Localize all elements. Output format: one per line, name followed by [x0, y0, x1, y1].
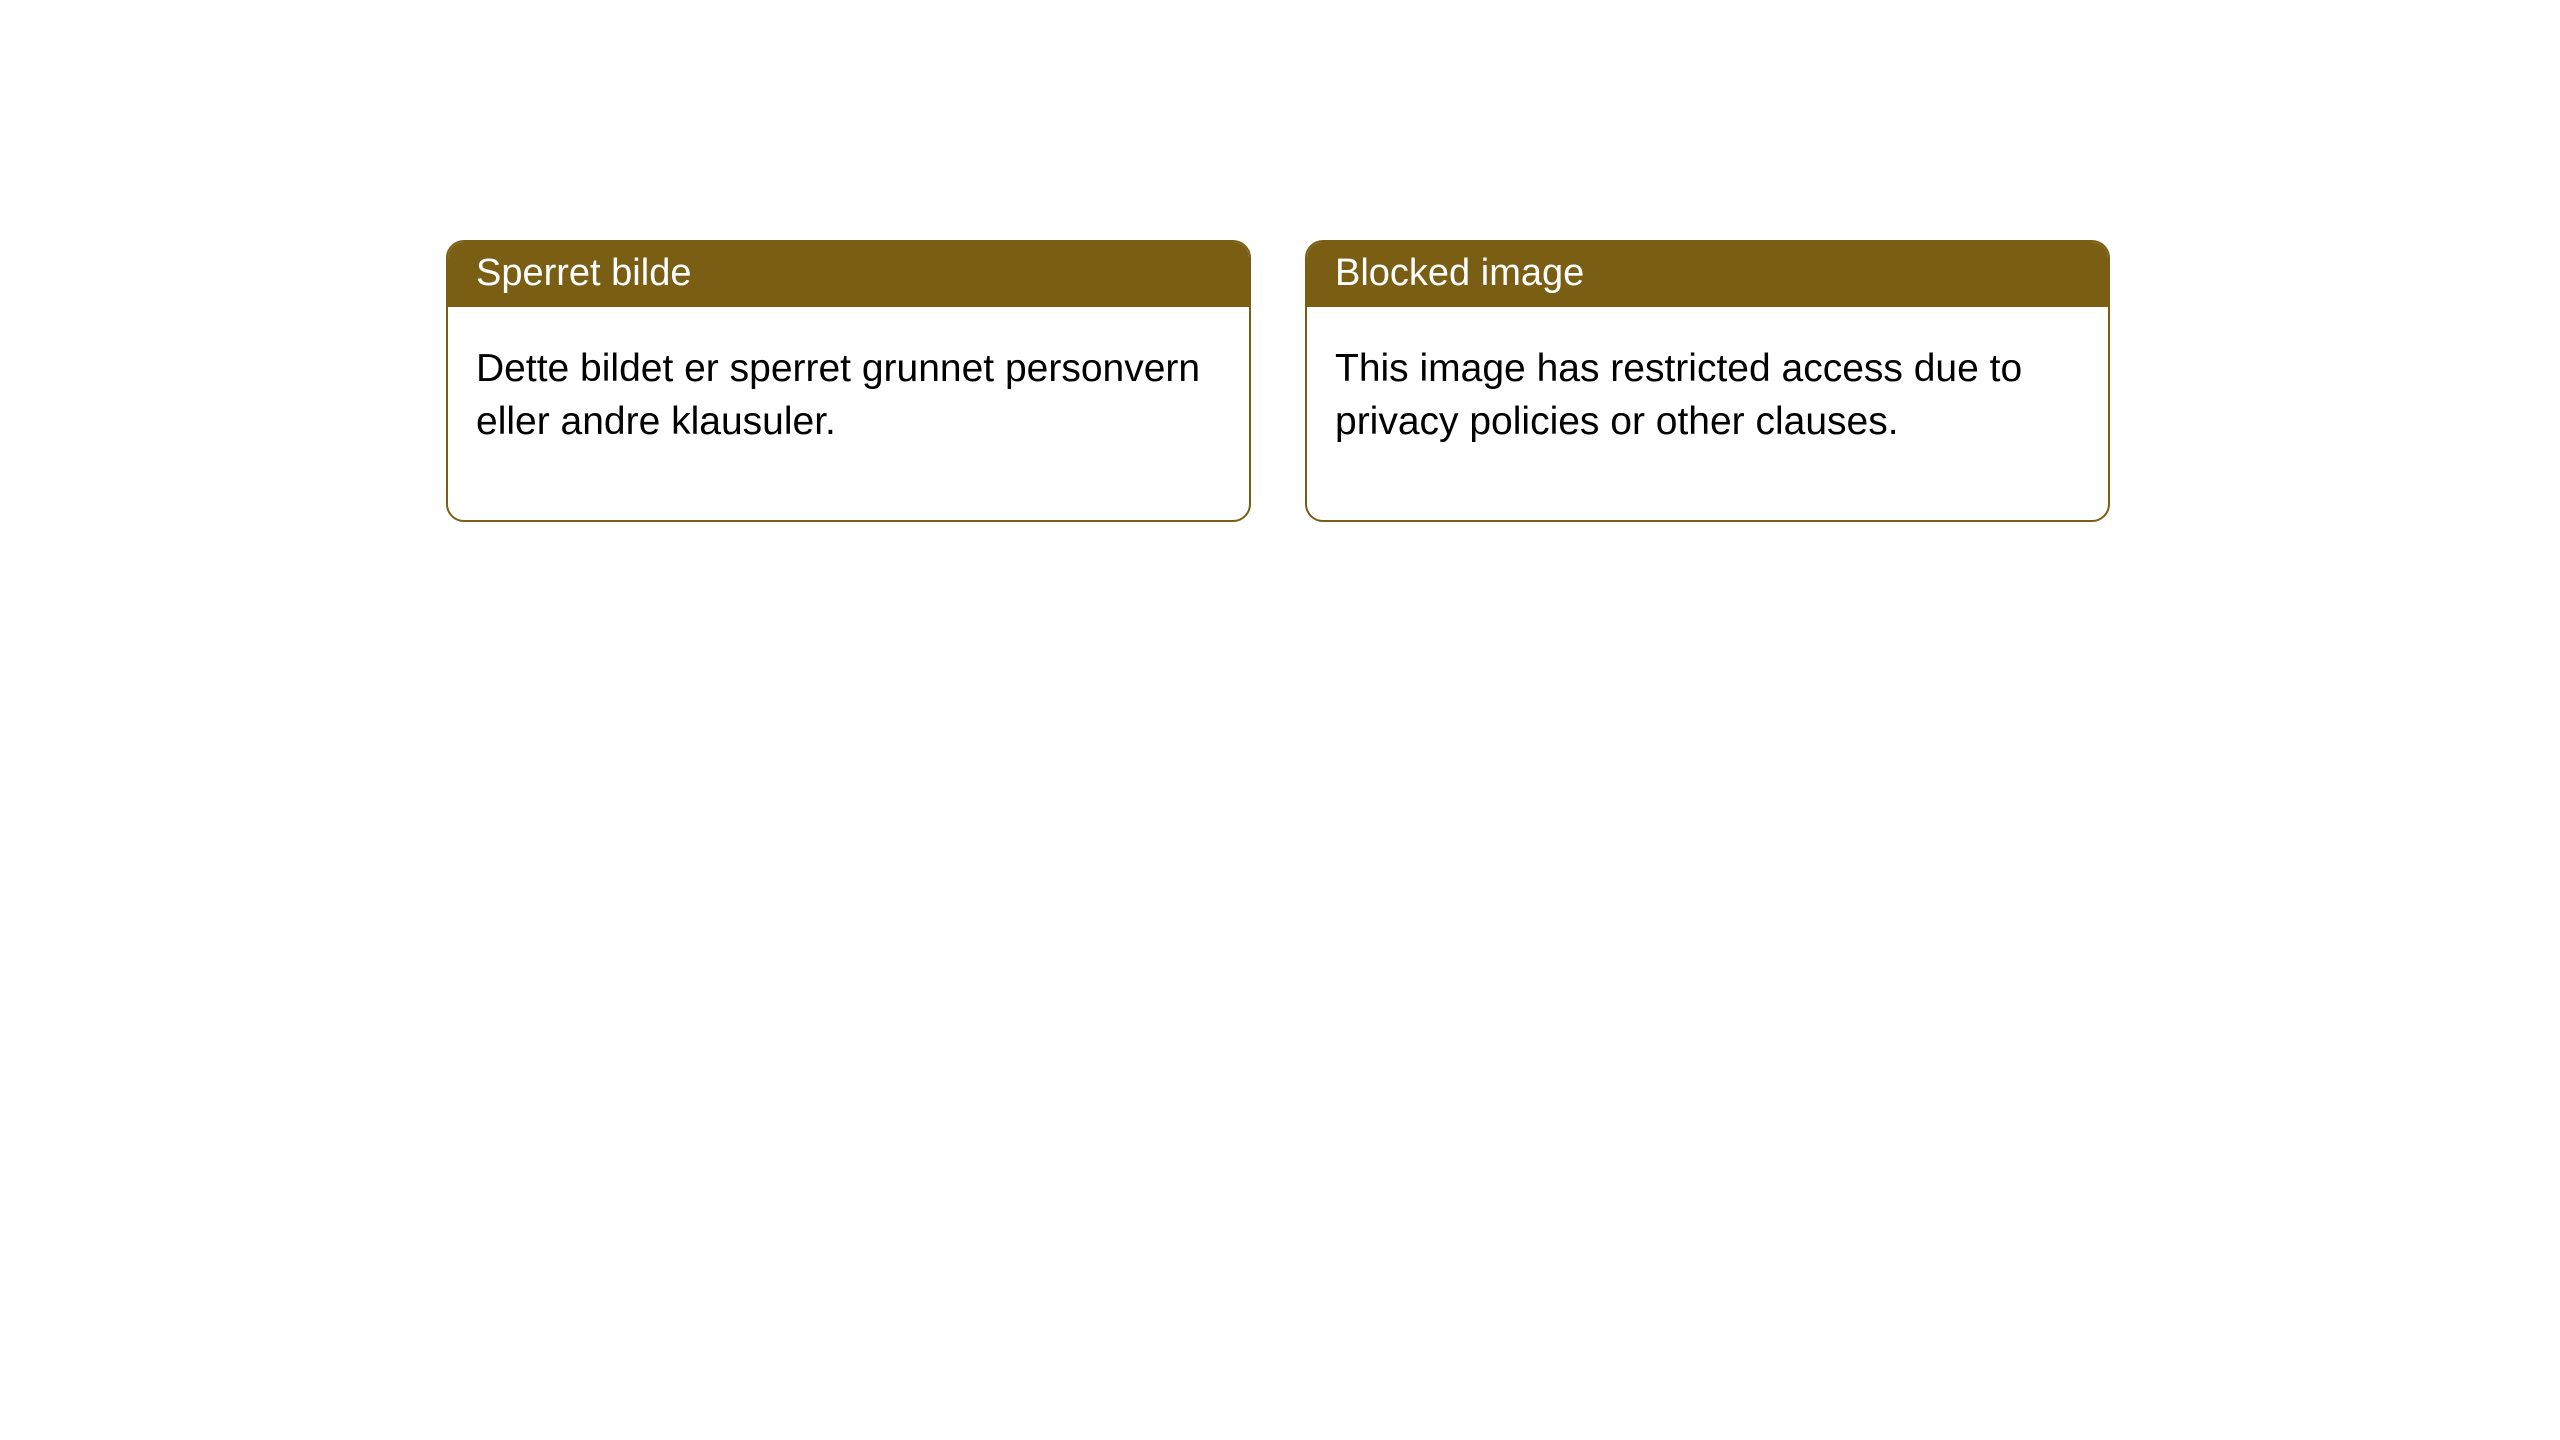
card-header-english: Blocked image	[1307, 242, 2108, 307]
notice-card-norwegian: Sperret bilde Dette bildet er sperret gr…	[446, 240, 1251, 522]
card-body-norwegian: Dette bildet er sperret grunnet personve…	[448, 307, 1249, 520]
notice-cards-container: Sperret bilde Dette bildet er sperret gr…	[446, 240, 2110, 522]
notice-card-english: Blocked image This image has restricted …	[1305, 240, 2110, 522]
card-header-norwegian: Sperret bilde	[448, 242, 1249, 307]
card-body-english: This image has restricted access due to …	[1307, 307, 2108, 520]
